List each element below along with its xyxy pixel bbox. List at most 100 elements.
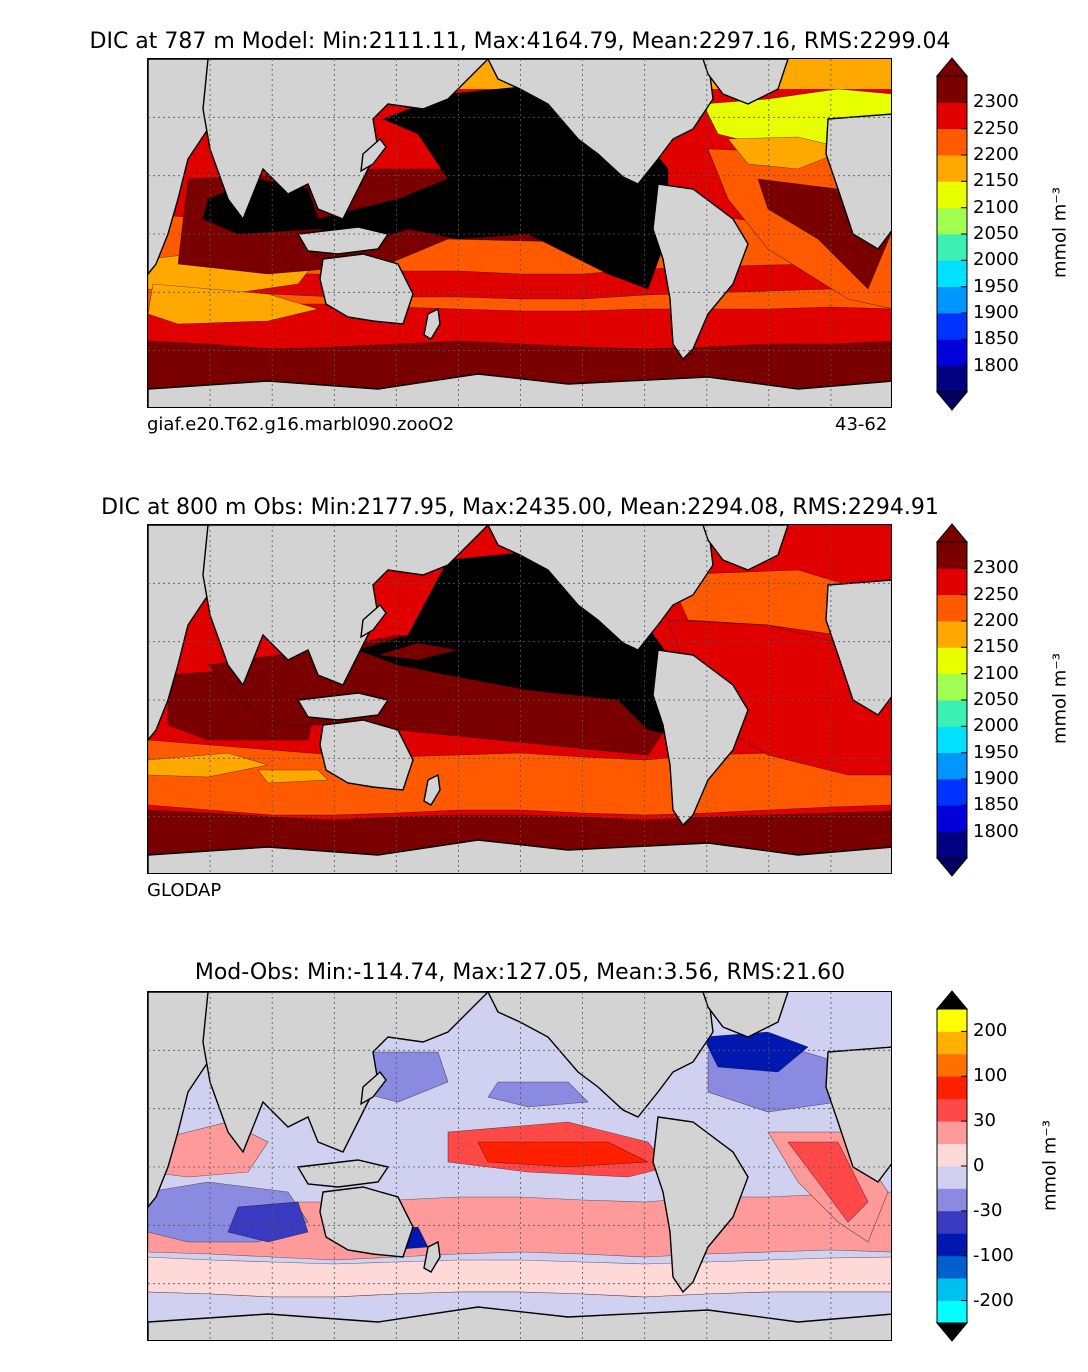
land-mask — [148, 59, 891, 407]
map-graticule — [148, 992, 891, 1340]
colorbar-swatch — [937, 647, 967, 675]
colorbar-tick-label: 2200 — [973, 610, 1019, 631]
colorbar-extend-min — [935, 391, 969, 411]
land-africa-east — [825, 579, 891, 716]
colorbar-swatch — [937, 1098, 967, 1122]
land-australia — [319, 253, 414, 325]
land-eurasia — [202, 992, 489, 1154]
colorbar-tick-label: 2300 — [973, 557, 1019, 579]
colorbar-swatch — [937, 673, 967, 701]
field-labrador-2150 — [727, 136, 849, 170]
colorbar-swatch — [937, 102, 967, 130]
colorbar-tick-label: -200 — [973, 1289, 1014, 1311]
colorbar-swatch — [937, 128, 967, 156]
panel1-title: DIC at 787 m Model: Min:2111.11, Max:416… — [89, 29, 951, 54]
colorbar-swatch — [937, 207, 967, 235]
colorbar-tick-label: 30 — [973, 1110, 996, 1132]
colorbar-swatch — [937, 542, 967, 569]
colorbar-extend-min — [935, 1322, 969, 1342]
colorbar-swatch — [937, 365, 967, 393]
colorbar-swatch — [937, 286, 967, 314]
colorbar-swatch — [937, 621, 967, 648]
panel2-source-label: GLODAP — [147, 880, 222, 901]
land-antarctica — [148, 839, 891, 873]
colorbar-swatch — [937, 1009, 967, 1032]
panel1-map-field — [148, 59, 891, 407]
land-antarctica — [148, 373, 891, 407]
colorbar-tick-label: 1850 — [973, 794, 1019, 816]
land-newzealand — [423, 307, 441, 340]
colorbar-tick-label: 1800 — [973, 354, 1019, 376]
panel2-map-field — [148, 525, 891, 873]
land-greenland — [702, 992, 789, 1038]
colorbar-swatch — [937, 779, 967, 806]
panel3-colorbar — [935, 990, 969, 1342]
colorbar-swatch — [937, 76, 967, 103]
map-graticule — [148, 59, 891, 407]
colorbar-swatch — [937, 1233, 967, 1257]
colorbar-tick-label: 2050 — [973, 689, 1019, 710]
panel3-map — [147, 991, 892, 1341]
panel2-colorbar-label: mmol m⁻³ — [1049, 652, 1071, 745]
colorbar-tick-label: 2050 — [973, 223, 1019, 244]
colorbar-swatch — [937, 1278, 967, 1301]
colorbar-tick-label: 2200 — [973, 144, 1019, 165]
field-n-pacific-neg — [487, 1081, 589, 1108]
colorbar-swatch — [937, 234, 967, 261]
land-africa-east — [825, 113, 891, 250]
land-greenland — [702, 525, 789, 571]
colorbar-tick-label: 2000 — [973, 715, 1019, 737]
colorbar-tick-label: -100 — [973, 1244, 1014, 1266]
colorbar-extend-max — [935, 990, 969, 1010]
colorbar-tick-label: 0 — [973, 1155, 985, 1176]
colorbar-swatch — [937, 594, 967, 622]
colorbar-extend-min — [935, 857, 969, 877]
land-japan — [360, 137, 387, 173]
colorbar-swatch — [937, 181, 967, 209]
land-australia — [319, 1186, 414, 1258]
colorbar-swatch — [937, 726, 967, 754]
panel3-title: Mod-Obs: Min:-114.74, Max:127.05, Mean:3… — [194, 960, 846, 985]
colorbar-tick-label: 2100 — [973, 662, 1019, 684]
field-south-band-small — [148, 1256, 891, 1298]
land-africa-east — [825, 1046, 891, 1183]
land-eurasia — [202, 525, 489, 687]
colorbar-swatch — [937, 568, 967, 596]
land-antarctica — [148, 1306, 891, 1340]
colorbar-extend-max — [935, 523, 969, 543]
land-indonesia — [296, 692, 390, 721]
land-greenland — [702, 59, 789, 105]
colorbar-swatch — [937, 1188, 967, 1212]
panel2-map — [147, 524, 892, 874]
colorbar-swatch — [937, 1300, 967, 1324]
colorbar-swatch — [937, 1255, 967, 1279]
colorbar-tick-label: 2250 — [973, 117, 1019, 139]
field-atlantic-pos-strong — [787, 1141, 869, 1223]
colorbar-swatch — [937, 155, 967, 182]
panel1-years-label: 43-62 — [835, 414, 888, 435]
panel1-case-label: giaf.e20.T62.g16.marbl090.zooO2 — [147, 414, 455, 435]
colorbar-swatch — [937, 752, 967, 780]
colorbar-swatch — [937, 1053, 967, 1077]
colorbar-tick-label: 2150 — [973, 636, 1019, 658]
colorbar-swatch — [937, 1166, 967, 1189]
panel1-colorbar — [935, 57, 969, 411]
land-south-america — [652, 183, 749, 361]
colorbar-tick-label: 100 — [973, 1065, 1008, 1087]
land-japan — [360, 603, 387, 639]
colorbar-tick-label: 2250 — [973, 583, 1019, 605]
land-south-america — [652, 1116, 749, 1294]
colorbar-swatch — [937, 339, 967, 367]
field-indian-2150 — [148, 752, 269, 778]
panel3-colorbar-label: mmol m⁻³ — [1039, 1119, 1061, 1212]
panel2-title: DIC at 800 m Obs: Min:2177.95, Max:2435.… — [101, 495, 939, 520]
map-graticule — [148, 525, 891, 873]
colorbar-swatch — [937, 260, 967, 288]
colorbar-swatch — [937, 1143, 967, 1167]
colorbar-tick-label: 1950 — [973, 741, 1019, 763]
colorbar-swatch — [937, 1031, 967, 1055]
colorbar-swatch — [937, 700, 967, 727]
land-indonesia — [296, 226, 390, 255]
colorbar-tick-label: 1900 — [973, 302, 1019, 323]
colorbar-tick-label: 2100 — [973, 196, 1019, 218]
